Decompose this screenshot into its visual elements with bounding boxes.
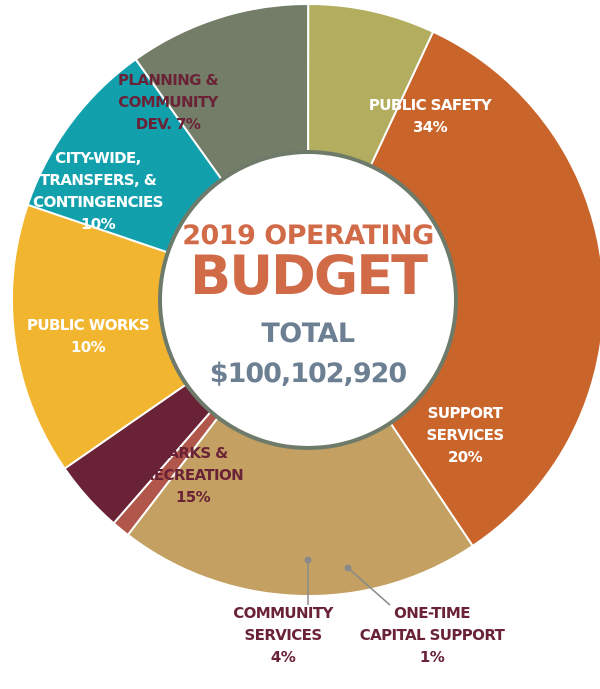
- label-line: SERVICES: [426, 426, 503, 444]
- label-line: SUPPORT: [428, 404, 504, 422]
- label-line: 10%: [71, 338, 106, 356]
- label-line: PUBLIC SAFETY: [369, 96, 493, 114]
- label-line: CITY-WIDE,: [55, 149, 141, 167]
- center-total-label: TOTAL: [261, 318, 355, 349]
- center-disc: [162, 154, 454, 446]
- label-line: PARKS &: [158, 444, 228, 462]
- leader-line-one-time-capital-support: [347, 567, 391, 606]
- label-line: 4%: [271, 648, 296, 666]
- label-line: 10%: [81, 215, 116, 233]
- label-line: PLANNING &: [118, 71, 219, 89]
- center-title-line2: BUDGET: [190, 244, 428, 307]
- label-one-time-capital-support: ONE-TIME CAPITAL SUPPORT 1%: [360, 604, 506, 666]
- label-planning-community-dev: PLANNING & COMMUNITY DEV. 7%: [118, 71, 220, 133]
- label-line: 15%: [176, 488, 211, 506]
- label-parks-recreation: PARKS & RECREATION 15%: [143, 444, 243, 506]
- slice-parks-recreation: [10, 203, 311, 470]
- label-line: PUBLIC WORKS: [27, 316, 149, 334]
- label-support-services: SUPPORT SERVICES 20%: [426, 404, 503, 466]
- slice-labels: PUBLIC SAFETY 34% SUPPORT SERVICES 20% ONE-TI…: [27, 71, 506, 666]
- label-city-wide: CITY-WIDE, TRANSFERS, & CONTINGENCIES 10%: [33, 149, 163, 233]
- label-line: ONE-TIME: [394, 604, 470, 622]
- leader-dot-one-time-capital-support: [344, 564, 352, 572]
- label-line: COMMUNITY: [233, 604, 334, 622]
- label-line: CAPITAL SUPPORT: [360, 626, 506, 644]
- label-line: 20%: [448, 448, 483, 466]
- label-line: SERVICES: [244, 626, 321, 644]
- label-public-safety: PUBLIC SAFETY 34%: [369, 96, 493, 136]
- leader-lines: [304, 556, 391, 606]
- label-line: 1%: [420, 648, 445, 666]
- label-community-services: COMMUNITY SERVICES 4%: [233, 604, 334, 666]
- label-line: RECREATION: [143, 466, 243, 484]
- label-line: 34%: [413, 118, 448, 136]
- leader-dot-community-services: [304, 556, 312, 564]
- label-line: TRANSFERS, &: [40, 171, 157, 189]
- center-title-line1: 2019 OPERATING: [182, 220, 434, 251]
- label-line: DEV. 7%: [136, 115, 201, 133]
- label-line: COMMUNITY: [118, 93, 219, 111]
- label-line: CONTINGENCIES: [33, 193, 163, 211]
- label-public-works: PUBLIC WORKS 10%: [27, 316, 149, 356]
- center-total-value: $100,102,920: [210, 358, 407, 389]
